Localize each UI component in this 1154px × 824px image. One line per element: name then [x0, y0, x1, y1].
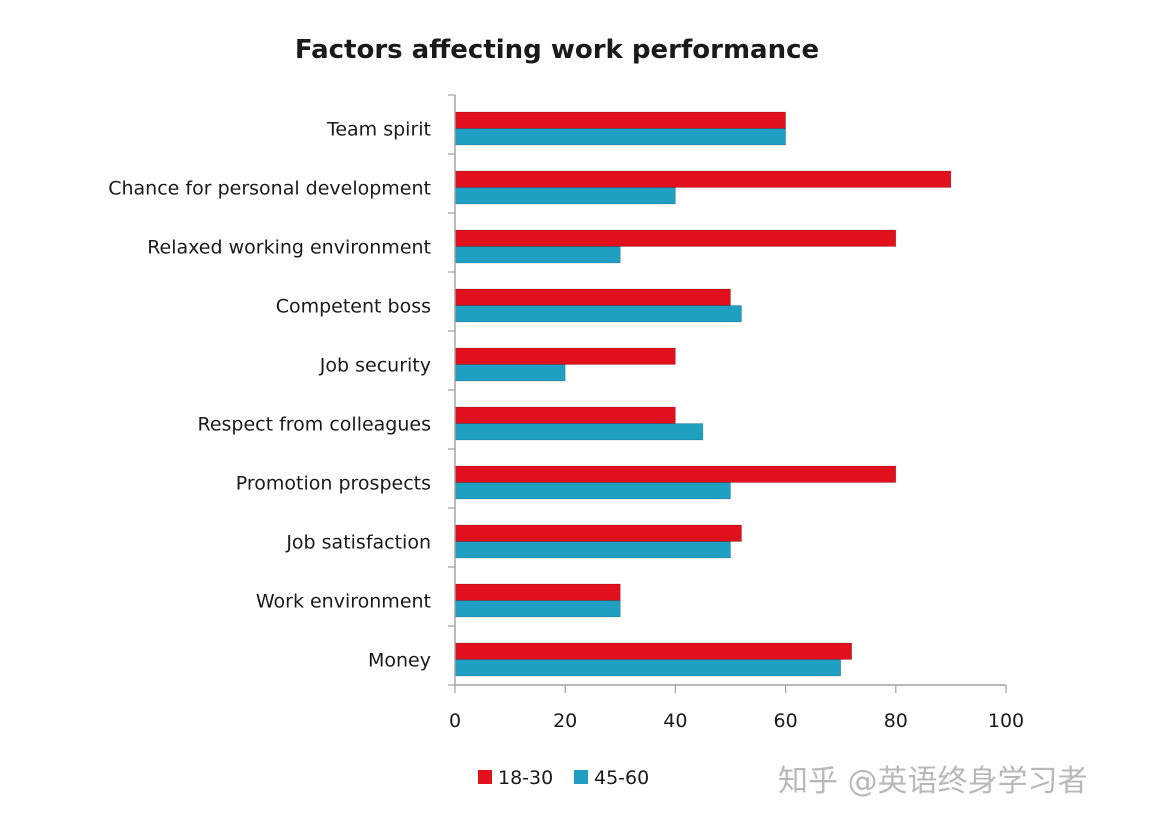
bar-18-30-1	[454, 170, 952, 188]
plot-area: Team spirit Chance for personal developme…	[108, 94, 1024, 732]
category-label: Job satisfaction	[285, 532, 431, 554]
category-label: Money	[368, 650, 431, 672]
category-label: Relaxed working environment	[147, 237, 431, 259]
watermark-text: 知乎 @英语终身学习者	[778, 764, 1088, 799]
chart-title: Factors affecting work performance	[295, 35, 819, 65]
bar-45-60-8	[454, 600, 621, 618]
bar-18-30-0	[454, 111, 786, 129]
x-tick-label: 80	[884, 710, 908, 732]
bar-18-30-6	[454, 465, 897, 483]
bar-45-60-9	[454, 659, 842, 677]
bar-45-60-7	[454, 541, 731, 559]
bar-18-30-9	[454, 642, 853, 660]
bar-45-60-6	[454, 482, 731, 500]
legend-label: 45-60	[594, 767, 649, 789]
bar-18-30-5	[454, 406, 676, 424]
x-tick-label: 60	[774, 710, 798, 732]
bar-45-60-5	[454, 423, 704, 441]
bar-45-60-4	[454, 364, 566, 382]
legend: 18-30 45-60	[478, 767, 649, 789]
legend-label: 18-30	[498, 767, 553, 789]
bar-18-30-4	[454, 347, 676, 365]
legend-swatch-18-30	[478, 770, 492, 784]
x-tick-label: 20	[553, 710, 577, 732]
x-tick-label: 40	[663, 710, 687, 732]
bar-18-30-2	[454, 229, 897, 247]
bar-18-30-8	[454, 583, 621, 601]
x-tick-label: 100	[988, 710, 1024, 732]
bar-45-60-2	[454, 246, 621, 264]
x-tick-label: 0	[449, 710, 461, 732]
bar-45-60-3	[454, 305, 742, 323]
category-label: Work environment	[256, 591, 431, 613]
category-label: Competent boss	[276, 296, 431, 318]
category-label: Chance for personal development	[108, 178, 431, 200]
bar-45-60-1	[454, 187, 676, 205]
bar-18-30-3	[454, 288, 731, 306]
bar-18-30-7	[454, 524, 742, 542]
legend-swatch-45-60	[574, 770, 588, 784]
category-label: Job security	[319, 355, 431, 377]
bar-45-60-0	[454, 128, 786, 146]
category-label: Respect from colleagues	[197, 414, 431, 436]
category-label: Team spirit	[326, 119, 431, 141]
category-label: Promotion prospects	[236, 473, 431, 495]
